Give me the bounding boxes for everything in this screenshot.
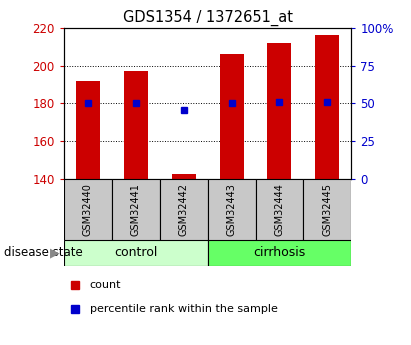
Text: GSM32443: GSM32443	[226, 183, 236, 236]
Text: ▶: ▶	[50, 246, 60, 259]
Bar	[219, 54, 243, 179]
Bar	[315, 35, 339, 179]
Bar	[256, 179, 303, 240]
Title: GDS1354 / 1372651_at: GDS1354 / 1372651_at	[122, 10, 293, 26]
Text: GSM32445: GSM32445	[323, 183, 332, 236]
Bar	[64, 179, 112, 240]
Text: cirrhosis: cirrhosis	[253, 246, 306, 259]
Bar	[172, 174, 196, 179]
Bar	[112, 179, 159, 240]
Bar	[208, 179, 256, 240]
Bar	[208, 240, 351, 266]
Bar	[64, 240, 208, 266]
Text: disease state: disease state	[4, 246, 83, 259]
Bar	[268, 43, 291, 179]
Bar	[303, 179, 351, 240]
Text: control: control	[114, 246, 157, 259]
Text: GSM32440: GSM32440	[83, 183, 92, 236]
Text: GSM32444: GSM32444	[275, 183, 284, 236]
Bar	[76, 81, 100, 179]
Text: GSM32442: GSM32442	[179, 183, 189, 236]
Text: count: count	[90, 279, 121, 289]
Text: percentile rank within the sample: percentile rank within the sample	[90, 304, 277, 314]
Text: GSM32441: GSM32441	[131, 183, 141, 236]
Bar	[159, 179, 208, 240]
Bar	[124, 71, 148, 179]
